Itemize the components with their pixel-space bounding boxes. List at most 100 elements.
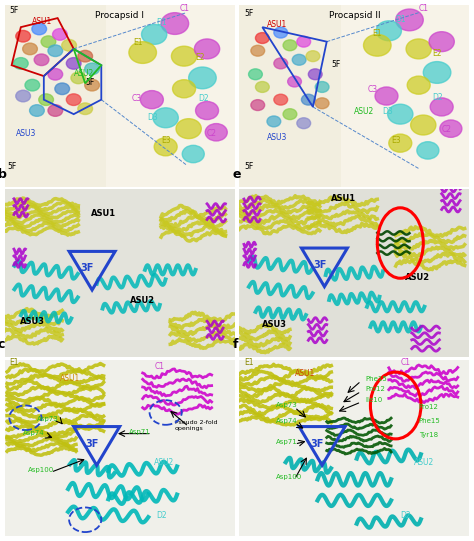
Circle shape xyxy=(297,36,310,47)
Text: 5F: 5F xyxy=(244,9,253,18)
Text: 3F: 3F xyxy=(311,439,324,449)
Text: f: f xyxy=(232,338,238,351)
Circle shape xyxy=(48,45,63,56)
Circle shape xyxy=(255,32,269,43)
Circle shape xyxy=(406,39,431,59)
Circle shape xyxy=(29,105,44,116)
Text: Pro12: Pro12 xyxy=(366,386,386,392)
Circle shape xyxy=(376,21,401,41)
Circle shape xyxy=(25,80,40,91)
Circle shape xyxy=(315,98,329,109)
Text: D2: D2 xyxy=(198,95,209,103)
Text: 3F: 3F xyxy=(85,439,99,449)
Text: C2: C2 xyxy=(207,129,217,138)
FancyBboxPatch shape xyxy=(5,189,235,357)
Circle shape xyxy=(16,90,30,102)
Text: Asp74: Asp74 xyxy=(276,418,298,424)
Text: ASU2: ASU2 xyxy=(405,273,430,282)
Text: ASU2: ASU2 xyxy=(73,69,94,78)
Text: 5F: 5F xyxy=(331,60,341,69)
Text: 5F: 5F xyxy=(9,5,18,15)
Circle shape xyxy=(23,43,37,55)
Text: ASU1: ASU1 xyxy=(267,20,287,29)
Text: 3F: 3F xyxy=(81,263,94,273)
Circle shape xyxy=(55,83,70,95)
Circle shape xyxy=(66,94,81,105)
Circle shape xyxy=(267,116,281,127)
Circle shape xyxy=(292,54,306,65)
Text: D1: D1 xyxy=(396,15,406,24)
Text: Asp100: Asp100 xyxy=(276,474,302,480)
Circle shape xyxy=(251,100,264,110)
Circle shape xyxy=(129,42,156,63)
Circle shape xyxy=(176,118,201,138)
Circle shape xyxy=(85,80,100,91)
Circle shape xyxy=(48,105,63,116)
Circle shape xyxy=(375,87,398,105)
Circle shape xyxy=(78,50,92,62)
Circle shape xyxy=(407,76,430,94)
Circle shape xyxy=(255,82,269,93)
Text: ASU1: ASU1 xyxy=(60,374,80,383)
Text: C1: C1 xyxy=(400,358,410,367)
Text: a: a xyxy=(0,0,6,2)
Text: b: b xyxy=(0,168,7,181)
Circle shape xyxy=(140,90,164,109)
Text: ASU2: ASU2 xyxy=(414,458,434,467)
Text: Tyr18: Tyr18 xyxy=(419,432,438,438)
Text: ASU3: ASU3 xyxy=(262,320,287,329)
Text: D3: D3 xyxy=(382,107,392,116)
Circle shape xyxy=(53,29,67,40)
Text: Asp71: Asp71 xyxy=(129,428,151,434)
Circle shape xyxy=(48,69,63,80)
Text: 5F: 5F xyxy=(7,162,16,170)
Text: E3: E3 xyxy=(391,136,401,145)
Text: ASU2: ASU2 xyxy=(154,458,174,467)
Circle shape xyxy=(251,45,264,56)
Circle shape xyxy=(297,118,310,129)
Circle shape xyxy=(189,67,216,89)
Circle shape xyxy=(32,23,46,35)
Text: ASU3: ASU3 xyxy=(267,133,287,142)
Text: Procapsid I: Procapsid I xyxy=(95,11,144,20)
Circle shape xyxy=(301,94,315,105)
Text: Asp71: Asp71 xyxy=(276,439,298,445)
Circle shape xyxy=(154,138,177,156)
Text: Asp74: Asp74 xyxy=(23,431,45,437)
Text: Asp100: Asp100 xyxy=(27,467,54,473)
FancyBboxPatch shape xyxy=(106,5,235,187)
FancyBboxPatch shape xyxy=(239,189,469,357)
Circle shape xyxy=(205,123,227,141)
Text: Asp73: Asp73 xyxy=(276,403,298,408)
Text: c: c xyxy=(0,338,5,351)
Text: d: d xyxy=(232,0,241,2)
Text: C2: C2 xyxy=(442,126,452,134)
Circle shape xyxy=(161,12,189,35)
Circle shape xyxy=(248,69,262,80)
Circle shape xyxy=(85,63,100,75)
Circle shape xyxy=(389,134,412,152)
Circle shape xyxy=(283,109,297,120)
Circle shape xyxy=(153,108,178,128)
Circle shape xyxy=(13,57,28,69)
Circle shape xyxy=(172,46,197,66)
Text: ASU1: ASU1 xyxy=(331,194,356,203)
Circle shape xyxy=(62,39,76,51)
Circle shape xyxy=(364,35,391,56)
Text: Pseudo 2-fold
openings: Pseudo 2-fold openings xyxy=(175,420,218,431)
Text: ASU1: ASU1 xyxy=(91,209,116,218)
FancyBboxPatch shape xyxy=(5,189,235,357)
Circle shape xyxy=(396,9,423,31)
Text: Pro12: Pro12 xyxy=(419,404,438,410)
Circle shape xyxy=(142,24,167,44)
Text: D3: D3 xyxy=(147,113,158,122)
Text: D2: D2 xyxy=(156,511,167,520)
Circle shape xyxy=(410,115,436,135)
Circle shape xyxy=(16,30,30,42)
Circle shape xyxy=(41,36,56,48)
Text: Procapsid II: Procapsid II xyxy=(328,11,380,20)
Text: C1: C1 xyxy=(154,361,164,371)
Text: C3: C3 xyxy=(131,95,141,103)
FancyBboxPatch shape xyxy=(239,360,469,536)
Text: C1: C1 xyxy=(419,4,428,13)
